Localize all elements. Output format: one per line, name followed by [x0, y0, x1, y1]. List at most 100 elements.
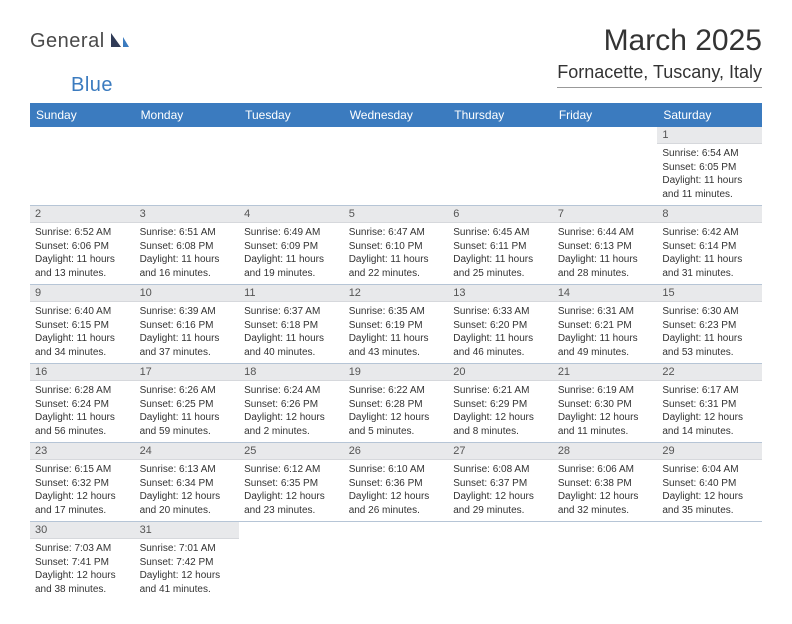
- calendar-cell: 8Sunrise: 6:42 AMSunset: 6:14 PMDaylight…: [657, 206, 762, 285]
- sunrise-text: Sunrise: 6:45 AM: [453, 226, 548, 240]
- day-body: Sunrise: 6:12 AMSunset: 6:35 PMDaylight:…: [239, 460, 344, 521]
- calendar-cell: 30Sunrise: 7:03 AMSunset: 7:41 PMDayligh…: [30, 522, 135, 601]
- calendar: Sunday Monday Tuesday Wednesday Thursday…: [30, 103, 762, 600]
- daylight-text: Daylight: 11 hours and 13 minutes.: [35, 253, 130, 280]
- sunset-text: Sunset: 6:16 PM: [140, 319, 235, 333]
- daylight-text: Daylight: 11 hours and 25 minutes.: [453, 253, 548, 280]
- sunrise-text: Sunrise: 6:37 AM: [244, 305, 339, 319]
- calendar-cell: 6Sunrise: 6:45 AMSunset: 6:11 PMDaylight…: [448, 206, 553, 285]
- sunrise-text: Sunrise: 6:15 AM: [35, 463, 130, 477]
- sunrise-text: Sunrise: 6:35 AM: [349, 305, 444, 319]
- day-body: Sunrise: 6:44 AMSunset: 6:13 PMDaylight:…: [553, 223, 658, 284]
- daylight-text: Daylight: 12 hours and 35 minutes.: [662, 490, 757, 517]
- sunrise-text: Sunrise: 6:10 AM: [349, 463, 444, 477]
- daylight-text: Daylight: 12 hours and 29 minutes.: [453, 490, 548, 517]
- logo-text-blue: Blue: [71, 74, 113, 96]
- day-body: Sunrise: 6:35 AMSunset: 6:19 PMDaylight:…: [344, 302, 449, 363]
- calendar-cell: [657, 522, 762, 601]
- logo-text-general: General: [30, 30, 105, 53]
- sunset-text: Sunset: 6:13 PM: [558, 240, 653, 254]
- day-body: Sunrise: 6:33 AMSunset: 6:20 PMDaylight:…: [448, 302, 553, 363]
- day-number: 17: [135, 364, 240, 381]
- calendar-cell: 21Sunrise: 6:19 AMSunset: 6:30 PMDayligh…: [553, 364, 658, 443]
- calendar-row: 23Sunrise: 6:15 AMSunset: 6:32 PMDayligh…: [30, 443, 762, 522]
- sunrise-text: Sunrise: 6:04 AM: [662, 463, 757, 477]
- daylight-text: Daylight: 11 hours and 16 minutes.: [140, 253, 235, 280]
- day-number: 27: [448, 443, 553, 460]
- calendar-cell: 25Sunrise: 6:12 AMSunset: 6:35 PMDayligh…: [239, 443, 344, 522]
- sunset-text: Sunset: 6:05 PM: [662, 161, 757, 175]
- day-body: Sunrise: 6:08 AMSunset: 6:37 PMDaylight:…: [448, 460, 553, 521]
- day-number: 22: [657, 364, 762, 381]
- day-body: Sunrise: 6:04 AMSunset: 6:40 PMDaylight:…: [657, 460, 762, 521]
- daylight-text: Daylight: 11 hours and 40 minutes.: [244, 332, 339, 359]
- weekday-header: Monday: [135, 103, 240, 127]
- daylight-text: Daylight: 11 hours and 49 minutes.: [558, 332, 653, 359]
- sunset-text: Sunset: 6:29 PM: [453, 398, 548, 412]
- calendar-cell: 5Sunrise: 6:47 AMSunset: 6:10 PMDaylight…: [344, 206, 449, 285]
- sunrise-text: Sunrise: 6:52 AM: [35, 226, 130, 240]
- day-body: Sunrise: 6:24 AMSunset: 6:26 PMDaylight:…: [239, 381, 344, 442]
- day-number: 19: [344, 364, 449, 381]
- daylight-text: Daylight: 11 hours and 31 minutes.: [662, 253, 757, 280]
- day-number: 21: [553, 364, 658, 381]
- calendar-cell: 23Sunrise: 6:15 AMSunset: 6:32 PMDayligh…: [30, 443, 135, 522]
- calendar-cell: 17Sunrise: 6:26 AMSunset: 6:25 PMDayligh…: [135, 364, 240, 443]
- calendar-cell: [448, 522, 553, 601]
- weekday-header: Friday: [553, 103, 658, 127]
- calendar-cell: [30, 127, 135, 206]
- sunset-text: Sunset: 6:06 PM: [35, 240, 130, 254]
- daylight-text: Daylight: 12 hours and 2 minutes.: [244, 411, 339, 438]
- daylight-text: Daylight: 11 hours and 56 minutes.: [35, 411, 130, 438]
- day-number: 24: [135, 443, 240, 460]
- calendar-cell: 14Sunrise: 6:31 AMSunset: 6:21 PMDayligh…: [553, 285, 658, 364]
- sunrise-text: Sunrise: 6:47 AM: [349, 226, 444, 240]
- sunrise-text: Sunrise: 6:31 AM: [558, 305, 653, 319]
- sunset-text: Sunset: 6:25 PM: [140, 398, 235, 412]
- sunrise-text: Sunrise: 6:28 AM: [35, 384, 130, 398]
- sunset-text: Sunset: 6:09 PM: [244, 240, 339, 254]
- calendar-cell: 26Sunrise: 6:10 AMSunset: 6:36 PMDayligh…: [344, 443, 449, 522]
- day-body: Sunrise: 6:10 AMSunset: 6:36 PMDaylight:…: [344, 460, 449, 521]
- sunrise-text: Sunrise: 6:40 AM: [35, 305, 130, 319]
- daylight-text: Daylight: 11 hours and 53 minutes.: [662, 332, 757, 359]
- day-body: Sunrise: 6:30 AMSunset: 6:23 PMDaylight:…: [657, 302, 762, 363]
- sunset-text: Sunset: 6:19 PM: [349, 319, 444, 333]
- daylight-text: Daylight: 12 hours and 23 minutes.: [244, 490, 339, 517]
- daylight-text: Daylight: 12 hours and 20 minutes.: [140, 490, 235, 517]
- day-number: 20: [448, 364, 553, 381]
- sunset-text: Sunset: 6:14 PM: [662, 240, 757, 254]
- day-number: 26: [344, 443, 449, 460]
- sunset-text: Sunset: 6:31 PM: [662, 398, 757, 412]
- sunrise-text: Sunrise: 6:39 AM: [140, 305, 235, 319]
- sunrise-text: Sunrise: 6:06 AM: [558, 463, 653, 477]
- sunrise-text: Sunrise: 6:49 AM: [244, 226, 339, 240]
- calendar-cell: 11Sunrise: 6:37 AMSunset: 6:18 PMDayligh…: [239, 285, 344, 364]
- sunrise-text: Sunrise: 6:42 AM: [662, 226, 757, 240]
- daylight-text: Daylight: 12 hours and 32 minutes.: [558, 490, 653, 517]
- day-number: 1: [657, 127, 762, 144]
- day-number: 28: [553, 443, 658, 460]
- calendar-cell: 9Sunrise: 6:40 AMSunset: 6:15 PMDaylight…: [30, 285, 135, 364]
- daylight-text: Daylight: 11 hours and 43 minutes.: [349, 332, 444, 359]
- logo: General: [30, 24, 133, 53]
- day-body: Sunrise: 6:26 AMSunset: 6:25 PMDaylight:…: [135, 381, 240, 442]
- day-number: 29: [657, 443, 762, 460]
- weekday-header: Saturday: [657, 103, 762, 127]
- daylight-text: Daylight: 12 hours and 11 minutes.: [558, 411, 653, 438]
- sunset-text: Sunset: 6:36 PM: [349, 477, 444, 491]
- daylight-text: Daylight: 12 hours and 38 minutes.: [35, 569, 130, 596]
- sunrise-text: Sunrise: 6:12 AM: [244, 463, 339, 477]
- sunset-text: Sunset: 6:20 PM: [453, 319, 548, 333]
- day-number: 13: [448, 285, 553, 302]
- day-body: Sunrise: 6:06 AMSunset: 6:38 PMDaylight:…: [553, 460, 658, 521]
- calendar-cell: 29Sunrise: 6:04 AMSunset: 6:40 PMDayligh…: [657, 443, 762, 522]
- day-number: 9: [30, 285, 135, 302]
- calendar-cell: 28Sunrise: 6:06 AMSunset: 6:38 PMDayligh…: [553, 443, 658, 522]
- weekday-header: Thursday: [448, 103, 553, 127]
- calendar-cell: 10Sunrise: 6:39 AMSunset: 6:16 PMDayligh…: [135, 285, 240, 364]
- calendar-cell: 2Sunrise: 6:52 AMSunset: 6:06 PMDaylight…: [30, 206, 135, 285]
- daylight-text: Daylight: 12 hours and 5 minutes.: [349, 411, 444, 438]
- sunrise-text: Sunrise: 6:33 AM: [453, 305, 548, 319]
- sunset-text: Sunset: 6:21 PM: [558, 319, 653, 333]
